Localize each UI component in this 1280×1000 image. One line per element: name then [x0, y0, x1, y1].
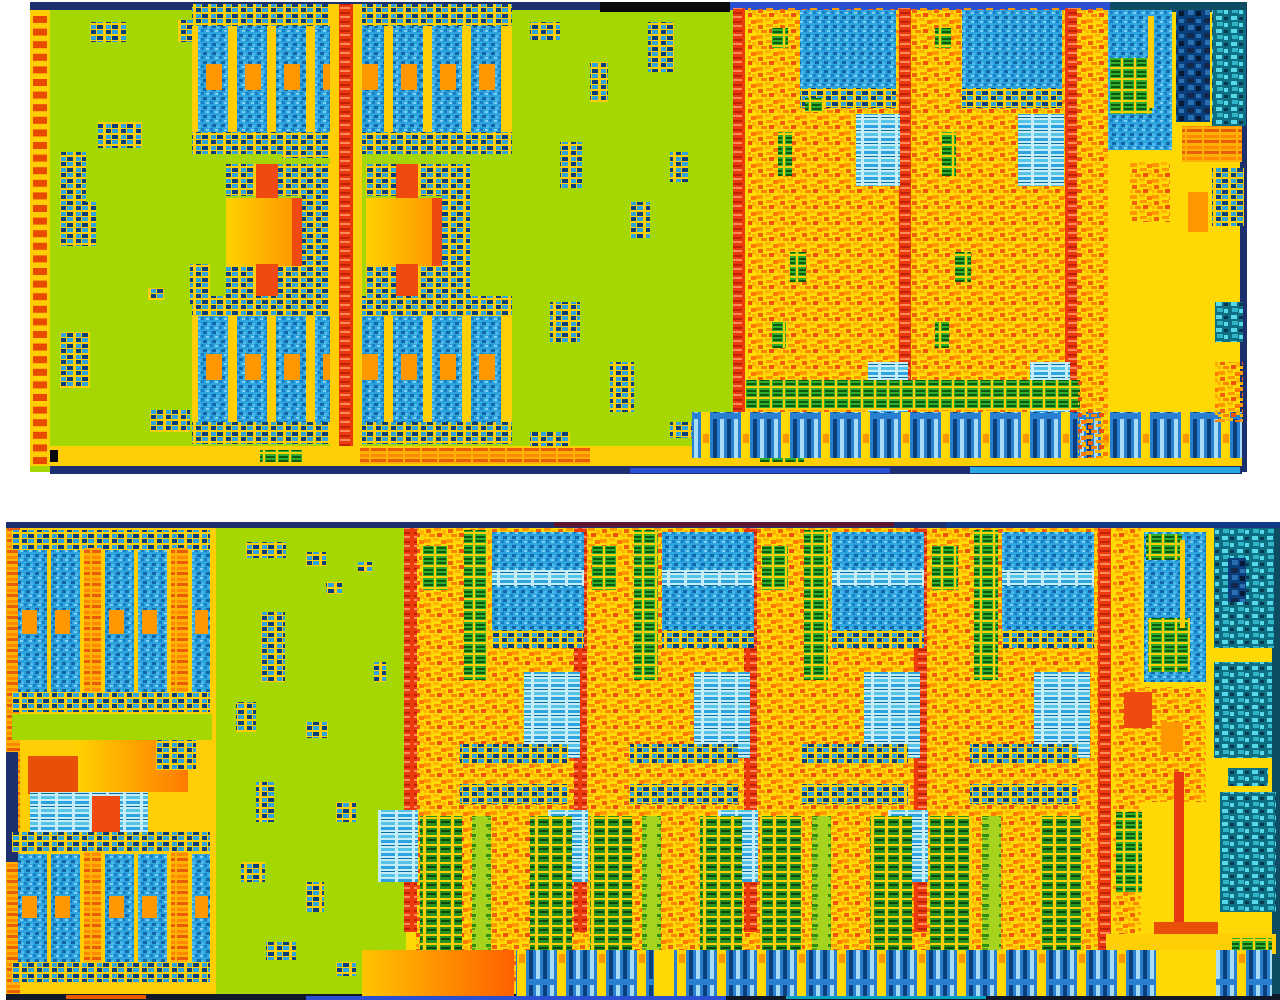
- top-die-photo: [30, 2, 1247, 474]
- bottom-die-photo: [6, 522, 1280, 1000]
